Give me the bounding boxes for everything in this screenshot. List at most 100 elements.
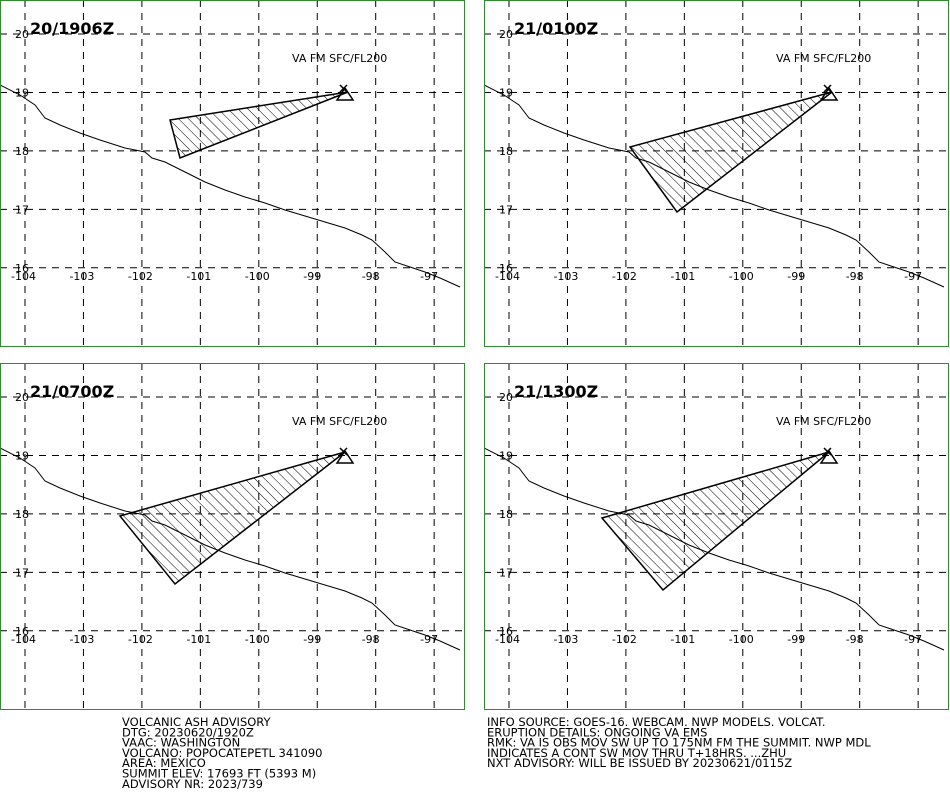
advisory-line: NXT ADVISORY: WILL BE ISSUED BY 20230621… xyxy=(487,756,792,770)
lon-label: -101 xyxy=(186,270,211,283)
lon-label: -103 xyxy=(553,270,578,283)
panel-border xyxy=(484,363,949,710)
map-panel: -104 -103 -102 -101 -100 -99 -98 -97 20 19 18 17 16 2… xyxy=(484,363,949,710)
advisory-line: ADVISORY NR: 2023/739 xyxy=(122,777,263,791)
lat-label: 19 xyxy=(15,449,29,462)
panel-title: 20/1906Z xyxy=(30,19,114,38)
panel-border xyxy=(0,363,465,710)
lon-label: -97 xyxy=(420,270,438,283)
panel-border xyxy=(484,0,949,347)
panel-title: 21/0700Z xyxy=(30,382,114,401)
lon-label: -98 xyxy=(362,270,380,283)
lon-label: -102 xyxy=(128,270,153,283)
coastline xyxy=(0,447,461,651)
lon-label: -100 xyxy=(729,633,754,646)
summit-marker xyxy=(335,86,355,101)
level-label: VA FM SFC/FL200 xyxy=(776,415,871,428)
lon-label: -101 xyxy=(670,270,695,283)
lon-label: -98 xyxy=(362,633,380,646)
ash-area xyxy=(118,451,346,586)
panel-content: -104 -103 -102 -101 -100 -99 -98 -97 20 19 18 17 16 2… xyxy=(0,0,465,347)
coastline xyxy=(484,447,945,651)
lat-label: 20 xyxy=(499,28,513,41)
lon-label: -99 xyxy=(787,270,805,283)
lon-label: -104 xyxy=(11,270,36,283)
map-panel: -104 -103 -102 -101 -100 -99 -98 -97 20 19 18 17 16 2… xyxy=(484,0,949,347)
advisory-line: INFO SOURCE: GOES-16. WEBCAM. NWP MODELS… xyxy=(487,715,826,729)
lon-label: -99 xyxy=(787,633,805,646)
advisory-line: DTG: 20230620/1920Z xyxy=(122,725,254,739)
lon-label: -102 xyxy=(128,633,153,646)
lat-label: 16 xyxy=(499,262,513,275)
map-panel: -104 -103 -102 -101 -100 -99 -98 -97 20 19 18 17 16 2… xyxy=(0,0,465,347)
ash-area xyxy=(600,451,830,592)
advisory-line: AREA: MEXICO xyxy=(122,756,206,770)
lat-label: 19 xyxy=(499,449,513,462)
lat-label: 19 xyxy=(15,86,29,99)
lon-label: -104 xyxy=(495,633,520,646)
lon-label: -100 xyxy=(245,270,270,283)
lon-label: -99 xyxy=(303,633,321,646)
volcano-x xyxy=(823,84,832,93)
lat-label: 16 xyxy=(499,625,513,638)
lat-label: 16 xyxy=(15,625,29,638)
lon-label: -101 xyxy=(670,633,695,646)
advisory-line: VAAC: WASHINGTON xyxy=(122,736,240,750)
lat-label: 18 xyxy=(15,508,29,521)
lat-label: 16 xyxy=(15,262,29,275)
lon-label: -103 xyxy=(69,633,94,646)
panel-content: -104 -103 -102 -101 -100 -99 -98 -97 20 19 18 17 16 2… xyxy=(0,363,465,710)
lat-label: 17 xyxy=(15,203,29,216)
level-label: VA FM SFC/FL200 xyxy=(292,52,387,65)
coastline xyxy=(484,84,945,288)
lon-label: -97 xyxy=(904,270,922,283)
coastline xyxy=(0,84,461,288)
summit-marker xyxy=(819,449,839,464)
volcano-x xyxy=(339,447,348,456)
level-label: VA FM SFC/FL200 xyxy=(292,415,387,428)
volcano-x xyxy=(339,84,348,93)
lon-label: -98 xyxy=(846,633,864,646)
volcano-x xyxy=(823,447,832,456)
lon-label: -103 xyxy=(553,633,578,646)
lon-label: -100 xyxy=(729,270,754,283)
summit-marker xyxy=(819,86,839,101)
map-panel: -104 -103 -102 -101 -100 -99 -98 -97 20 19 18 17 16 2… xyxy=(0,363,465,710)
panel-title: 21/0100Z xyxy=(514,19,598,38)
advisory-line: INDICATES A CONT SW MOV THRU T+18HRS. ..… xyxy=(487,746,786,760)
advisory-line: VOLCANIC ASH ADVISORY xyxy=(122,715,272,729)
advisory-line: VOLCANO: POPOCATEPETL 341090 xyxy=(122,746,322,760)
advisory-line: ERUPTION DETAILS: ONGOING VA EMS xyxy=(487,725,707,739)
advisory-line: RMK: VA IS OBS MOV SW UP TO 175NM FM THE… xyxy=(487,736,871,750)
lon-label: -97 xyxy=(420,633,438,646)
lon-label: -102 xyxy=(612,270,637,283)
lat-label: 20 xyxy=(499,391,513,404)
level-label: VA FM SFC/FL200 xyxy=(776,52,871,65)
ash-area xyxy=(169,91,349,160)
lat-label: 20 xyxy=(15,391,29,404)
panel-border xyxy=(0,0,465,347)
panel-title: 21/1300Z xyxy=(514,382,598,401)
summit-marker xyxy=(335,449,355,464)
lon-label: -103 xyxy=(69,270,94,283)
lat-label: 17 xyxy=(15,566,29,579)
lat-label: 17 xyxy=(499,203,513,216)
panel-content: -104 -103 -102 -101 -100 -99 -98 -97 20 19 18 17 16 2… xyxy=(484,0,949,347)
lat-label: 18 xyxy=(15,145,29,158)
lon-label: -98 xyxy=(846,270,864,283)
panel-content: -104 -103 -102 -101 -100 -99 -98 -97 20 19 18 17 16 2… xyxy=(484,363,949,710)
advisory-line: SUMMIT ELEV: 17693 FT (5393 M) xyxy=(122,767,316,781)
lat-label: 17 xyxy=(499,566,513,579)
lat-label: 18 xyxy=(499,508,513,521)
lon-label: -102 xyxy=(612,633,637,646)
lon-label: -104 xyxy=(495,270,520,283)
lat-label: 18 xyxy=(499,145,513,158)
lon-label: -100 xyxy=(245,633,270,646)
lon-label: -104 xyxy=(11,633,36,646)
ash-area xyxy=(628,91,833,214)
lat-label: 19 xyxy=(499,86,513,99)
lat-label: 20 xyxy=(15,28,29,41)
lon-label: -99 xyxy=(303,270,321,283)
lon-label: -101 xyxy=(186,633,211,646)
